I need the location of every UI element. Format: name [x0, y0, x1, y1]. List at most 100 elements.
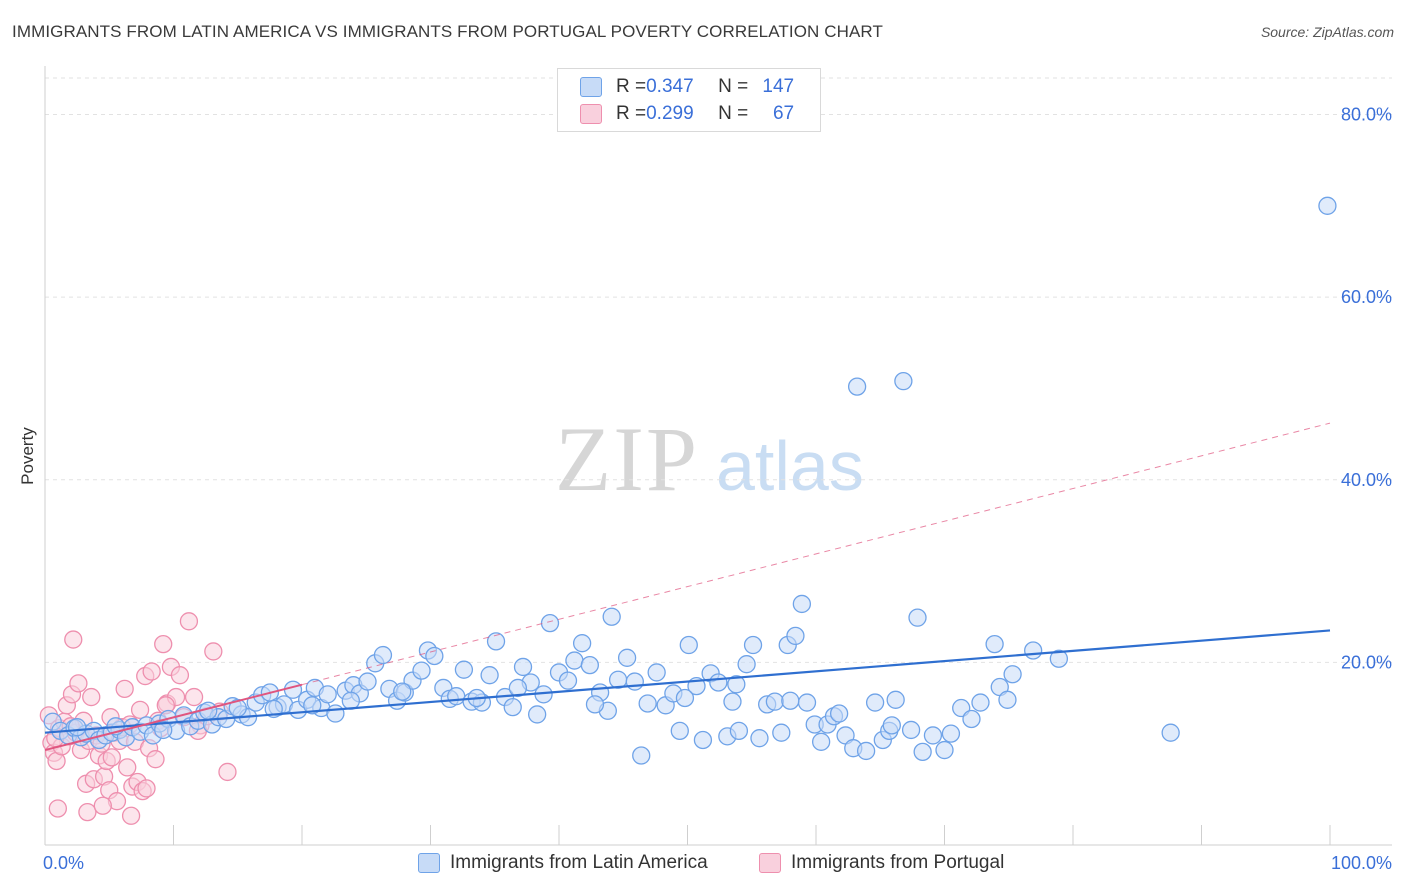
latin-america-point [528, 705, 547, 724]
latin-america-point [393, 682, 412, 701]
portugal-point [142, 662, 161, 681]
latin-america-point [572, 634, 592, 653]
latin-america-point [829, 704, 849, 723]
portugal-point [121, 806, 141, 825]
legend-item-portugal[interactable]: Immigrants from Portugal [759, 852, 1004, 874]
chart-title: IMMIGRANTS FROM LATIN AMERICA VS IMMIGRA… [12, 22, 883, 41]
latin-america-point [781, 691, 800, 710]
portugal-point [137, 779, 156, 798]
latin-america-point [508, 678, 528, 698]
portugal-point [48, 799, 67, 818]
portugal-swatch [759, 853, 781, 873]
latin-america-point [565, 651, 584, 670]
stats-legend: R = 0.347 N = 147 R = 0.299 N = 67 [557, 68, 821, 132]
legend-label: Immigrants from Latin America [450, 852, 708, 873]
latin-america-point [797, 693, 817, 712]
latin-america-point [998, 690, 1017, 709]
portugal-point [93, 796, 112, 815]
stats-row-latin-america: R = 0.347 N = 147 [580, 75, 794, 99]
latin-america-point [847, 377, 867, 396]
latin-america-point [425, 646, 444, 666]
latin-america-point [638, 694, 657, 713]
portugal-point [154, 634, 173, 654]
latin-america-point [962, 709, 981, 729]
portugal-trend-line-dashed [301, 422, 1331, 686]
latin-america-point [693, 730, 713, 750]
portugal-point [102, 748, 121, 767]
latin-america-point [985, 634, 1004, 654]
portugal-point [179, 612, 199, 631]
latin-america-point [1161, 723, 1180, 742]
latin-america-point [558, 671, 578, 690]
chart-source: Source: ZipAtlas.com [1260, 24, 1394, 40]
latin-america-point [913, 742, 932, 762]
legend-item-latin-america[interactable]: Immigrants from Latin America [418, 852, 708, 874]
x-tick-label-min: 0.0% [43, 853, 84, 873]
latin-america-point [1318, 196, 1337, 215]
latin-america-point [585, 695, 605, 714]
latin-america-point [727, 675, 746, 694]
latin-america-swatch [580, 77, 602, 97]
latin-america-point [341, 691, 360, 710]
latin-america-point [971, 693, 990, 712]
latin-america-point [412, 661, 431, 680]
latin-america-point [923, 726, 943, 745]
watermark-atlas: atlas [716, 427, 864, 505]
portugal-point [69, 674, 88, 693]
latin-america-point [513, 657, 533, 677]
latin-america-point [602, 607, 621, 626]
latin-america-point [670, 721, 689, 741]
watermark-zip: ZIP [555, 408, 699, 510]
latin-america-point [729, 721, 749, 741]
portugal-swatch [580, 104, 602, 124]
latin-america-point [811, 732, 831, 751]
latin-america-point [318, 685, 337, 704]
r-label: R = [616, 103, 647, 124]
latin-america-point [373, 645, 393, 665]
latin-america-point [154, 720, 173, 740]
portugal-point [146, 750, 165, 769]
latin-america-point [540, 613, 560, 633]
latin-america-point [625, 672, 644, 691]
r-label: R = [616, 76, 647, 97]
latin-america-point [326, 704, 345, 723]
latin-america-point [283, 680, 303, 699]
latin-america-point [67, 718, 87, 737]
y-tick-label: 80.0% [1341, 105, 1392, 125]
portugal-point [115, 679, 134, 699]
latin-america-point [480, 666, 499, 685]
latin-america-point [765, 692, 785, 711]
latin-america-point [679, 635, 698, 655]
latin-america-point [503, 697, 522, 717]
latin-america-point [737, 655, 756, 674]
latin-america-point [856, 741, 876, 761]
y-tick-label: 20.0% [1341, 652, 1392, 672]
latin-america-point [908, 608, 927, 627]
latin-america-point [1049, 649, 1069, 668]
latin-america-point [1003, 665, 1022, 684]
portugal-point [82, 687, 101, 707]
latin-america-point [486, 632, 506, 651]
latin-america-point [454, 660, 474, 679]
x-tick-label-max: 100.0% [1331, 853, 1392, 873]
portugal-point [218, 762, 237, 782]
portugal-point [78, 802, 97, 822]
latin-america-point [894, 371, 913, 391]
latin-america-point [447, 687, 466, 706]
legend-label: Immigrants from Portugal [791, 852, 1005, 873]
r-value: 0.347 [646, 76, 694, 97]
portugal-point [130, 700, 150, 720]
latin-america-point [750, 729, 769, 748]
latin-america-point [743, 635, 763, 655]
latin-america-point [617, 648, 637, 667]
latin-america-point [723, 692, 742, 711]
latin-america-swatch [418, 853, 440, 873]
n-label: N = [718, 76, 749, 97]
portugal-point [118, 758, 137, 777]
latin-america-trend-line [44, 629, 1331, 734]
latin-america-point [792, 594, 812, 614]
portugal-point [184, 687, 204, 707]
latin-america-point [632, 746, 651, 765]
y-tick-label: 40.0% [1341, 470, 1392, 490]
